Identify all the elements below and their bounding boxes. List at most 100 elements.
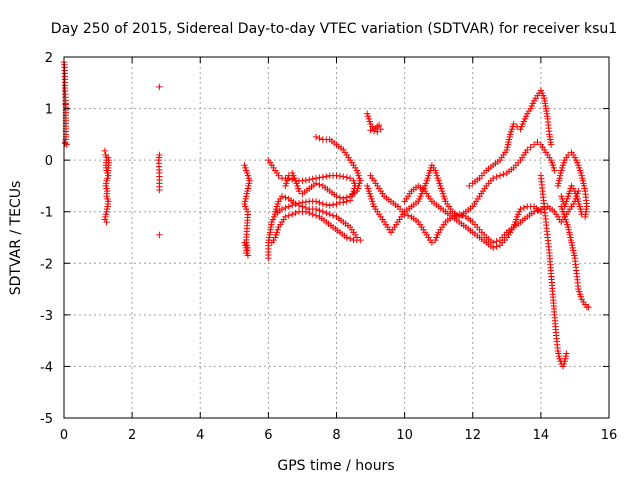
y-tick-label: 0	[45, 154, 53, 169]
data-point	[63, 141, 70, 148]
data-point	[306, 198, 313, 205]
data-point	[295, 202, 303, 209]
data-point	[326, 211, 333, 218]
data-point	[455, 211, 463, 218]
y-tick-label: -3	[40, 309, 53, 324]
data-point	[316, 213, 323, 221]
data-point	[278, 193, 286, 200]
y-tick-label: -2	[40, 257, 53, 272]
x-tick-label: 0	[60, 428, 68, 443]
data-point	[346, 235, 354, 242]
data-point	[534, 138, 541, 146]
data-point	[323, 201, 330, 208]
data-point	[370, 127, 378, 135]
data-point	[496, 172, 504, 179]
data-point	[323, 209, 330, 217]
data-point	[333, 193, 340, 200]
grid-lines	[64, 57, 609, 418]
data-point	[312, 212, 320, 219]
data-point	[268, 239, 275, 246]
data-point	[375, 121, 383, 129]
data-point	[282, 204, 289, 212]
data-point	[289, 202, 296, 209]
data-point	[299, 177, 306, 184]
data-point	[333, 200, 340, 208]
data-point	[316, 207, 323, 214]
x-axis-label: GPS time / hours	[277, 458, 394, 474]
y-axis-label: SDTVAR / TECUs	[8, 181, 24, 296]
data-point	[510, 120, 517, 128]
data-point	[524, 146, 531, 154]
data-point	[340, 173, 347, 180]
data-point	[312, 180, 320, 187]
data-point	[156, 186, 163, 194]
data-point	[558, 193, 565, 200]
data-point	[323, 173, 330, 180]
data-point	[292, 209, 299, 217]
data-point	[312, 133, 320, 141]
data-point	[306, 176, 313, 183]
data-point	[309, 211, 316, 218]
data-point	[275, 172, 282, 179]
data-point	[428, 239, 436, 246]
data-point	[527, 144, 534, 151]
data-points	[60, 58, 592, 370]
data-point	[530, 141, 538, 148]
data-point	[319, 136, 327, 143]
data-point	[265, 254, 272, 262]
y-tick-label: -1	[40, 206, 53, 221]
data-point	[319, 200, 327, 208]
data-point	[350, 236, 357, 244]
data-point	[289, 211, 296, 218]
data-point	[346, 174, 354, 182]
data-point	[316, 181, 323, 188]
data-point	[326, 202, 333, 209]
data-point	[537, 208, 545, 215]
data-point	[343, 194, 350, 201]
data-point	[302, 198, 310, 206]
data-point	[401, 211, 408, 218]
data-point	[489, 174, 497, 182]
data-point	[336, 194, 344, 201]
data-point	[466, 182, 473, 190]
x-tick-label: 10	[396, 428, 413, 443]
data-point	[316, 174, 323, 181]
data-point	[319, 173, 327, 181]
data-point	[377, 126, 384, 133]
y-tick-label: 1	[45, 103, 53, 118]
y-tick-label: -4	[40, 360, 53, 375]
data-point	[404, 212, 412, 219]
y-tick-label: 2	[45, 51, 53, 66]
data-point	[340, 195, 347, 203]
data-point	[336, 172, 344, 180]
data-point	[329, 201, 337, 208]
data-point	[319, 208, 327, 215]
data-point	[292, 200, 299, 208]
data-point	[333, 172, 340, 179]
data-point	[302, 177, 310, 184]
data-point	[282, 194, 289, 201]
data-point	[241, 239, 248, 246]
data-point	[295, 187, 303, 195]
data-point	[367, 127, 374, 134]
data-point	[329, 212, 337, 219]
data-point	[547, 141, 555, 148]
data-point	[520, 204, 528, 212]
data-point	[103, 218, 110, 226]
y-tick-label: -5	[40, 412, 53, 427]
x-tick-label: 8	[332, 428, 340, 443]
x-tick-label: 14	[533, 428, 550, 443]
data-point	[306, 209, 313, 217]
data-point	[452, 212, 459, 219]
data-point	[295, 208, 303, 215]
chart-title: Day 250 of 2015, Sidereal Day-to-day VTE…	[51, 21, 617, 37]
data-point	[493, 243, 500, 250]
data-point	[551, 167, 558, 174]
data-point	[156, 231, 163, 239]
data-point	[285, 212, 293, 219]
data-point	[156, 83, 163, 91]
data-point	[563, 350, 570, 357]
data-point	[581, 213, 589, 221]
data-point	[285, 203, 293, 210]
